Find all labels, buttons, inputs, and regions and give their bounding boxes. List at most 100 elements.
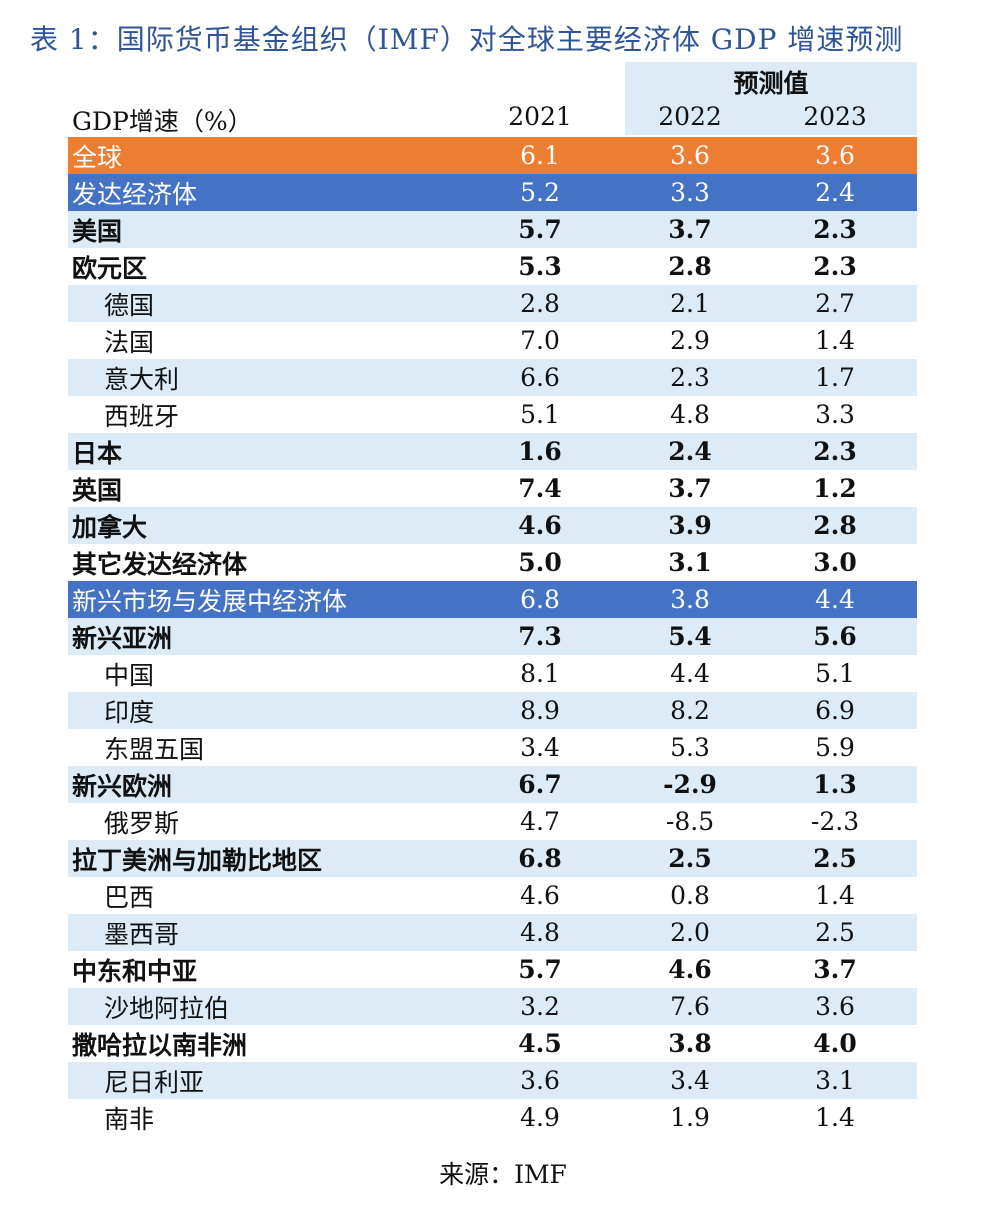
cell-2021: 3.6 (520, 1066, 560, 1095)
table-row: 尼日利亚 3.6 3.4 3.1 (68, 1062, 917, 1099)
cell-2022: 2.4 (668, 437, 712, 466)
cell-2023: 1.2 (813, 474, 857, 503)
cell-2023: -2.3 (810, 807, 860, 836)
table-row: 其它发达经济体 5.0 3.1 3.0 (68, 544, 917, 581)
cell-2022: -8.5 (665, 807, 715, 836)
cell-2023: 1.4 (815, 881, 855, 910)
cell-2022: 2.1 (670, 289, 710, 318)
forecast-label: 预测值 (733, 69, 809, 98)
cell-2023: 3.1 (815, 1066, 855, 1095)
table-row: 墨西哥 4.8 2.0 2.5 (68, 914, 917, 951)
cell-2023: 3.6 (815, 141, 855, 170)
cell-2023: 2.5 (815, 918, 855, 947)
cell-2022: 3.1 (668, 548, 712, 577)
cell-2022: 3.4 (670, 1066, 710, 1095)
cell-2022: -2.9 (663, 770, 717, 799)
row-label: 其它发达经济体 (72, 549, 248, 579)
row-label: 加拿大 (72, 512, 148, 542)
cell-2022: 3.8 (668, 1029, 712, 1058)
cell-2021: 5.1 (520, 400, 560, 429)
table-row: 新兴市场与发展中经济体 6.8 3.8 4.4 (68, 581, 917, 618)
row-label: 西班牙 (104, 401, 180, 431)
table-row: 沙地阿拉伯 3.2 7.6 3.6 (68, 988, 917, 1025)
table-row: 中国 8.1 4.4 5.1 (68, 655, 917, 692)
table-row: 德国 2.8 2.1 2.7 (68, 285, 917, 322)
row-label: 东盟五国 (104, 734, 205, 764)
cell-2023: 5.6 (813, 622, 857, 651)
cell-2023: 5.1 (815, 659, 855, 688)
row-label: 尼日利亚 (104, 1067, 205, 1097)
row-label: 撒哈拉以南非洲 (72, 1030, 248, 1060)
table-row: 俄罗斯 4.7 -8.5 -2.3 (68, 803, 917, 840)
cell-2021: 4.7 (520, 807, 560, 836)
cell-2021: 6.1 (520, 141, 560, 170)
cell-2022: 2.8 (668, 252, 712, 281)
cell-2023: 2.7 (815, 289, 855, 318)
gdp-table: 全球 6.1 3.6 3.6 发达经济体 5.2 3.3 2.4 美国 5.7 3.7 2.3 欧元区 5… (68, 137, 917, 1136)
cell-2022: 3.7 (668, 474, 712, 503)
cell-2022: 1.9 (670, 1103, 710, 1132)
column-header-2023: 2023 (803, 102, 867, 131)
row-label: 日本 (72, 438, 123, 468)
cell-2022: 2.5 (668, 844, 712, 873)
row-label: 新兴欧洲 (72, 771, 173, 801)
table-row: 印度 8.9 8.2 6.9 (68, 692, 917, 729)
cell-2023: 4.0 (813, 1029, 857, 1058)
row-label: 法国 (104, 327, 155, 357)
table-row: 发达经济体 5.2 3.3 2.4 (68, 174, 917, 211)
cell-2021: 1.6 (518, 437, 562, 466)
cell-2022: 8.2 (670, 696, 710, 725)
column-header-label: GDP增速（%） (72, 107, 253, 136)
cell-2021: 5.7 (518, 955, 562, 984)
row-label: 美国 (72, 216, 123, 246)
table-title: 表 1：国际货币基金组织（IMF）对全球主要经济体 GDP 增速预测 (30, 23, 904, 56)
table-row: 全球 6.1 3.6 3.6 (68, 137, 917, 174)
row-label: 中东和中亚 (72, 956, 198, 986)
cell-2021: 8.1 (520, 659, 560, 688)
cell-2023: 1.7 (815, 363, 855, 392)
row-label: 新兴市场与发展中经济体 (72, 586, 348, 616)
row-label: 新兴亚洲 (72, 623, 173, 653)
cell-2023: 4.4 (815, 585, 855, 614)
cell-2021: 6.6 (520, 363, 560, 392)
cell-2023: 2.8 (813, 511, 857, 540)
row-label: 中国 (104, 660, 155, 690)
cell-2023: 3.3 (815, 400, 855, 429)
table-row: 日本 1.6 2.4 2.3 (68, 433, 917, 470)
row-label: 意大利 (104, 364, 180, 394)
cell-2021: 5.7 (518, 215, 562, 244)
row-label: 德国 (104, 290, 155, 320)
table-row: 新兴亚洲 7.3 5.4 5.6 (68, 618, 917, 655)
table-row: 加拿大 4.6 3.9 2.8 (68, 507, 917, 544)
cell-2022: 3.9 (668, 511, 712, 540)
cell-2021: 7.4 (518, 474, 562, 503)
cell-2022: 5.4 (668, 622, 712, 651)
cell-2023: 3.7 (813, 955, 857, 984)
cell-2023: 5.9 (815, 733, 855, 762)
row-label: 墨西哥 (104, 919, 180, 949)
table-row: 意大利 6.6 2.3 1.7 (68, 359, 917, 396)
table-row: 东盟五国 3.4 5.3 5.9 (68, 729, 917, 766)
cell-2021: 4.9 (520, 1103, 560, 1132)
table-row: 巴西 4.6 0.8 1.4 (68, 877, 917, 914)
row-label: 英国 (72, 475, 123, 505)
column-header-2022: 2022 (658, 102, 722, 131)
table-row: 南非 4.9 1.9 1.4 (68, 1099, 917, 1136)
cell-2021: 7.0 (520, 326, 560, 355)
cell-2022: 3.8 (670, 585, 710, 614)
row-label: 欧元区 (72, 253, 148, 283)
cell-2021: 6.8 (520, 585, 560, 614)
table-row: 撒哈拉以南非洲 4.5 3.8 4.0 (68, 1025, 917, 1062)
cell-2023: 2.3 (813, 215, 857, 244)
cell-2021: 4.8 (520, 918, 560, 947)
row-label: 拉丁美洲与加勒比地区 (72, 845, 323, 875)
cell-2022: 4.4 (670, 659, 710, 688)
cell-2021: 5.2 (520, 178, 560, 207)
cell-2021: 6.7 (518, 770, 562, 799)
cell-2023: 3.0 (813, 548, 857, 577)
cell-2021: 3.4 (520, 733, 560, 762)
cell-2023: 1.4 (815, 326, 855, 355)
cell-2021: 4.6 (520, 881, 560, 910)
forecast-header-background (625, 62, 917, 135)
cell-2021: 5.0 (518, 548, 562, 577)
